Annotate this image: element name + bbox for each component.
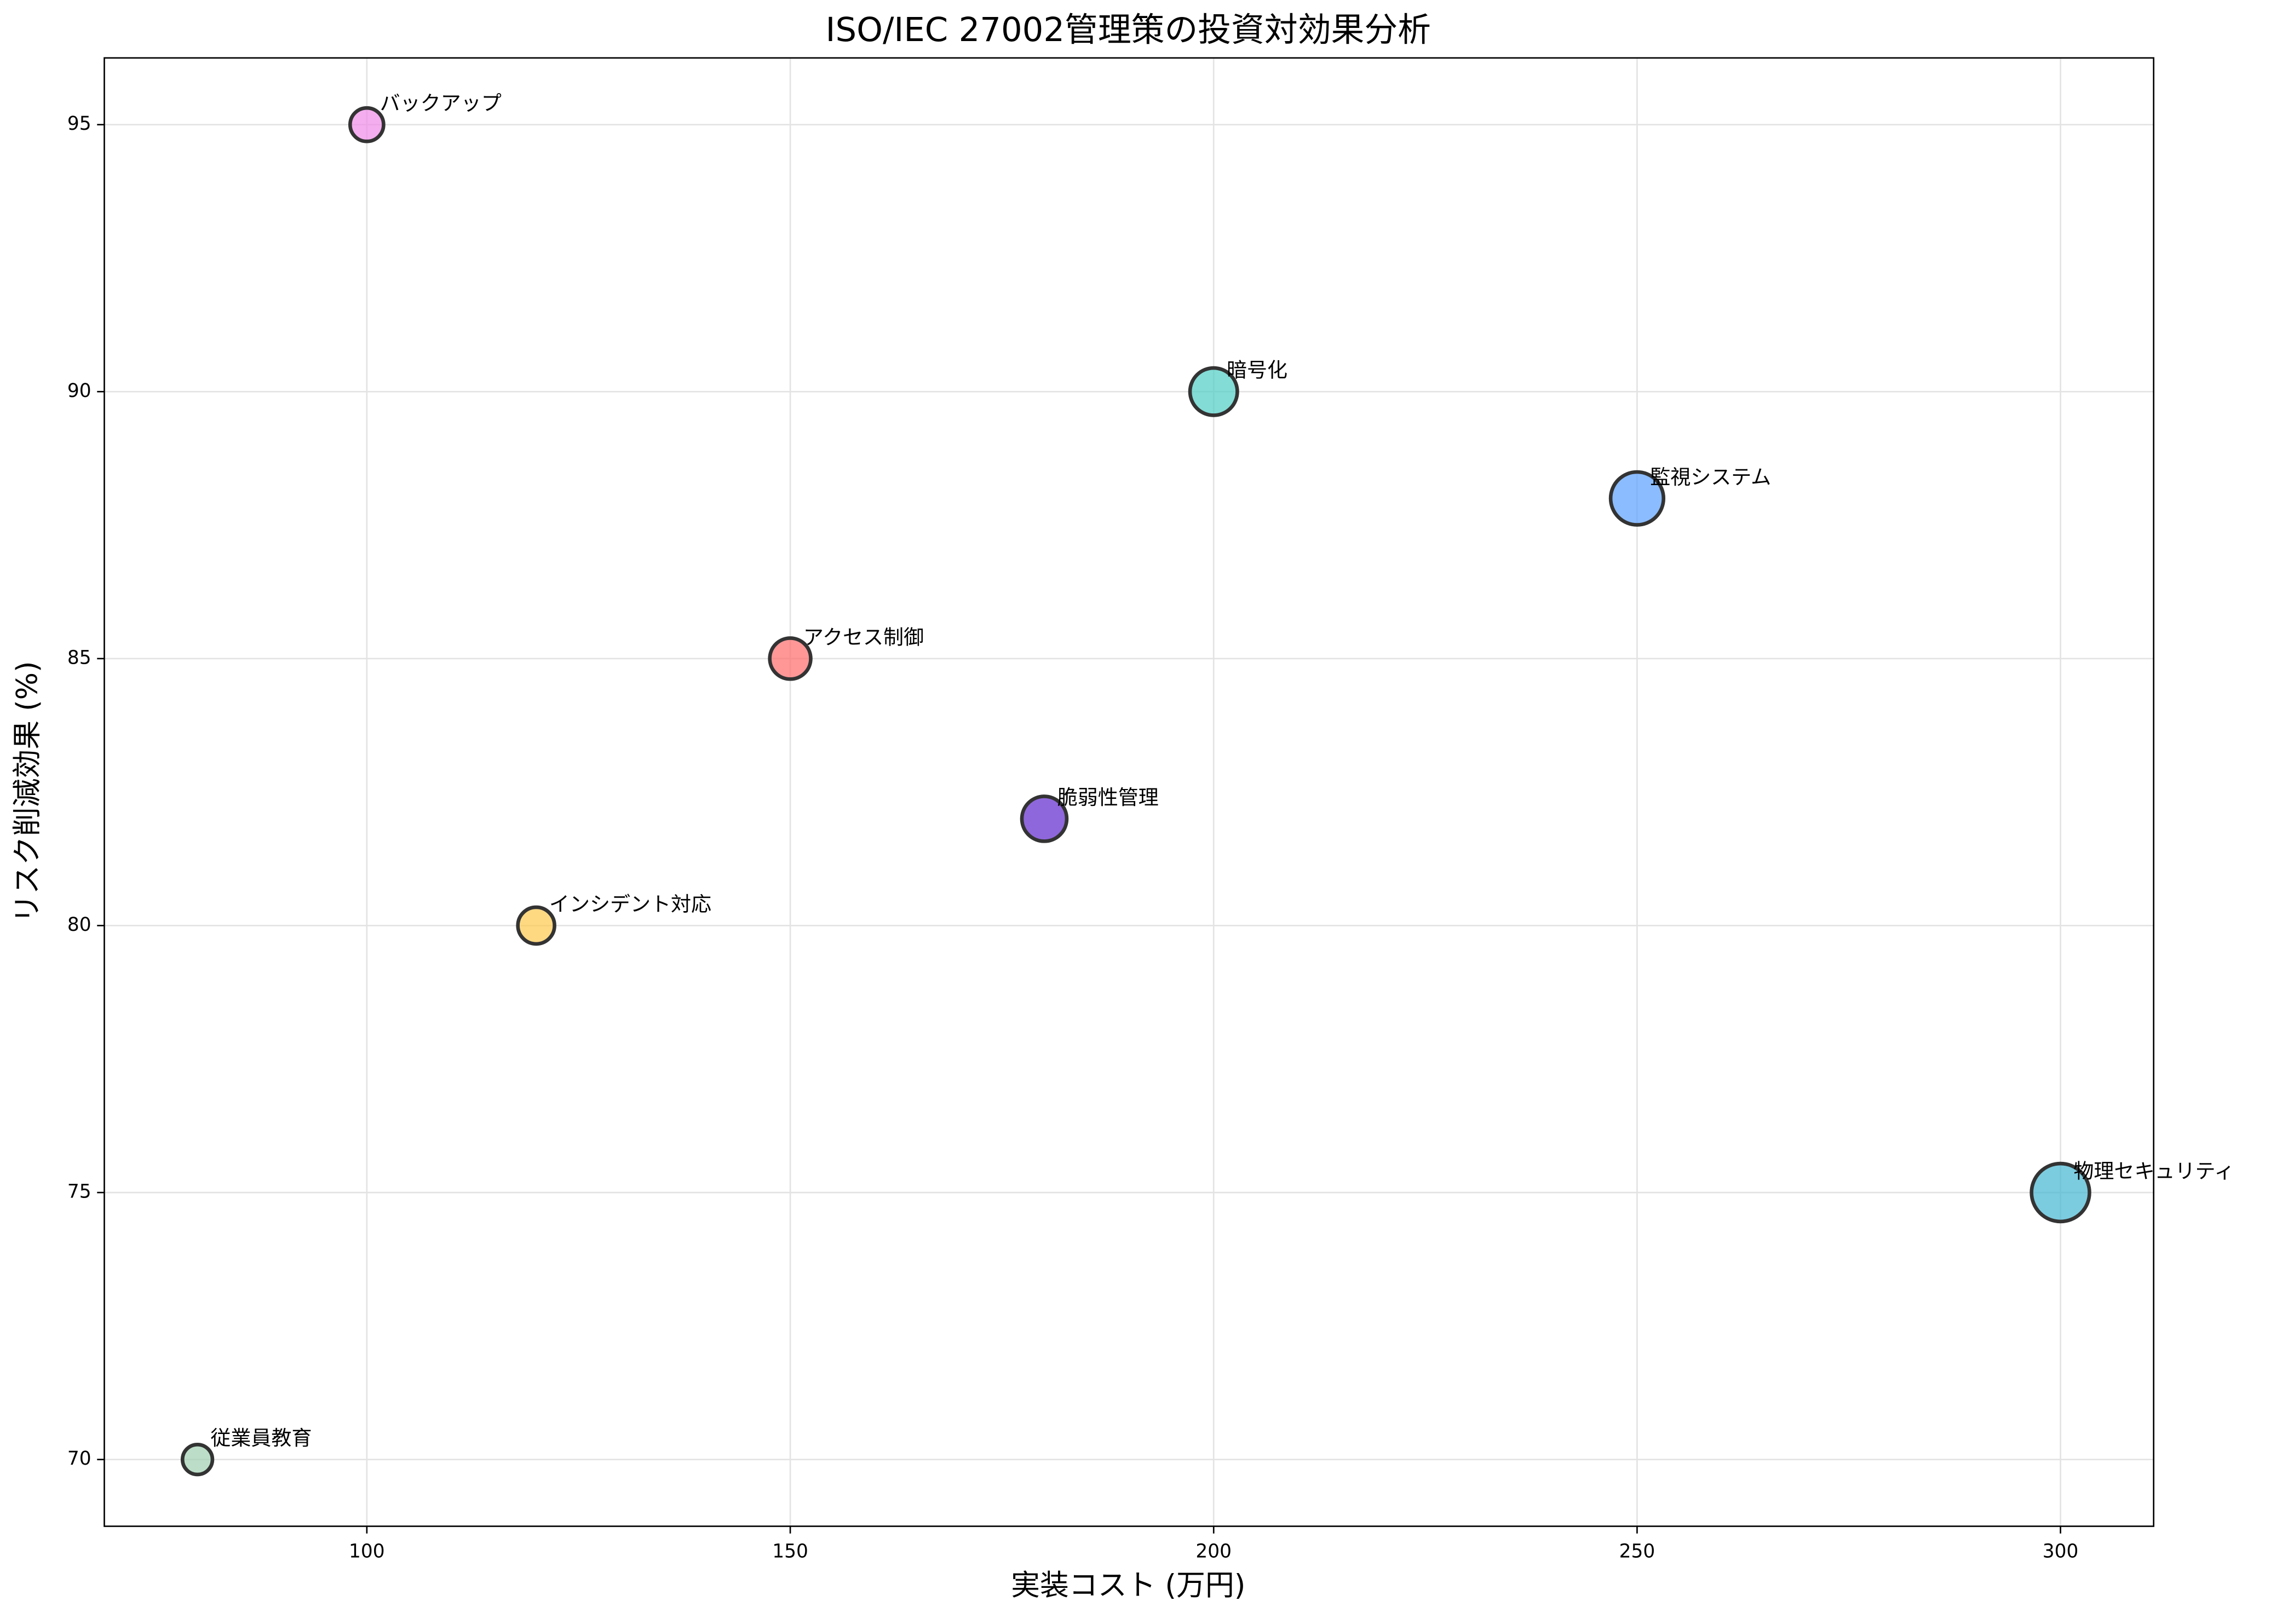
point-label: 従業員教育 (210, 1426, 312, 1450)
y-tick-label: 85 (67, 647, 91, 669)
x-tick-label: 150 (772, 1541, 808, 1563)
y-tick-label: 95 (67, 113, 91, 135)
bubble (1188, 366, 1239, 417)
y-axis-label: リスク削減効果 (%) (11, 661, 44, 923)
chart-title: ISO/IEC 27002管理策の投資対効果分析 (826, 11, 1431, 49)
bubble (516, 905, 556, 946)
plot-frame (104, 57, 2155, 1527)
x-axis-label: 実装コスト (万円) (1011, 1569, 1245, 1602)
x-tick-label: 200 (1195, 1541, 1232, 1563)
bubble (1608, 470, 1666, 527)
x-tick-label: 300 (2043, 1541, 2079, 1563)
point-label: 監視システム (1650, 465, 1771, 489)
y-tick-label: 75 (67, 1181, 91, 1203)
point-label: 物理セキュリティ (2073, 1159, 2234, 1183)
y-tick-label: 80 (67, 914, 91, 936)
x-tick-label: 250 (1619, 1541, 1655, 1563)
bubble (768, 636, 813, 681)
point-label: 脆弱性管理 (1057, 786, 1159, 809)
y-tick-label: 90 (67, 380, 91, 402)
bubble (348, 106, 386, 143)
bubble (180, 1442, 215, 1477)
point-label: アクセス制御 (803, 625, 924, 649)
point-label: インシデント対応 (549, 892, 711, 916)
y-tick-label: 70 (67, 1448, 91, 1470)
bubble (2029, 1161, 2091, 1224)
x-tick-label: 100 (349, 1541, 385, 1563)
bubble (1020, 794, 1069, 843)
point-label: バックアップ (380, 91, 502, 115)
point-label: 暗号化 (1227, 359, 1287, 382)
